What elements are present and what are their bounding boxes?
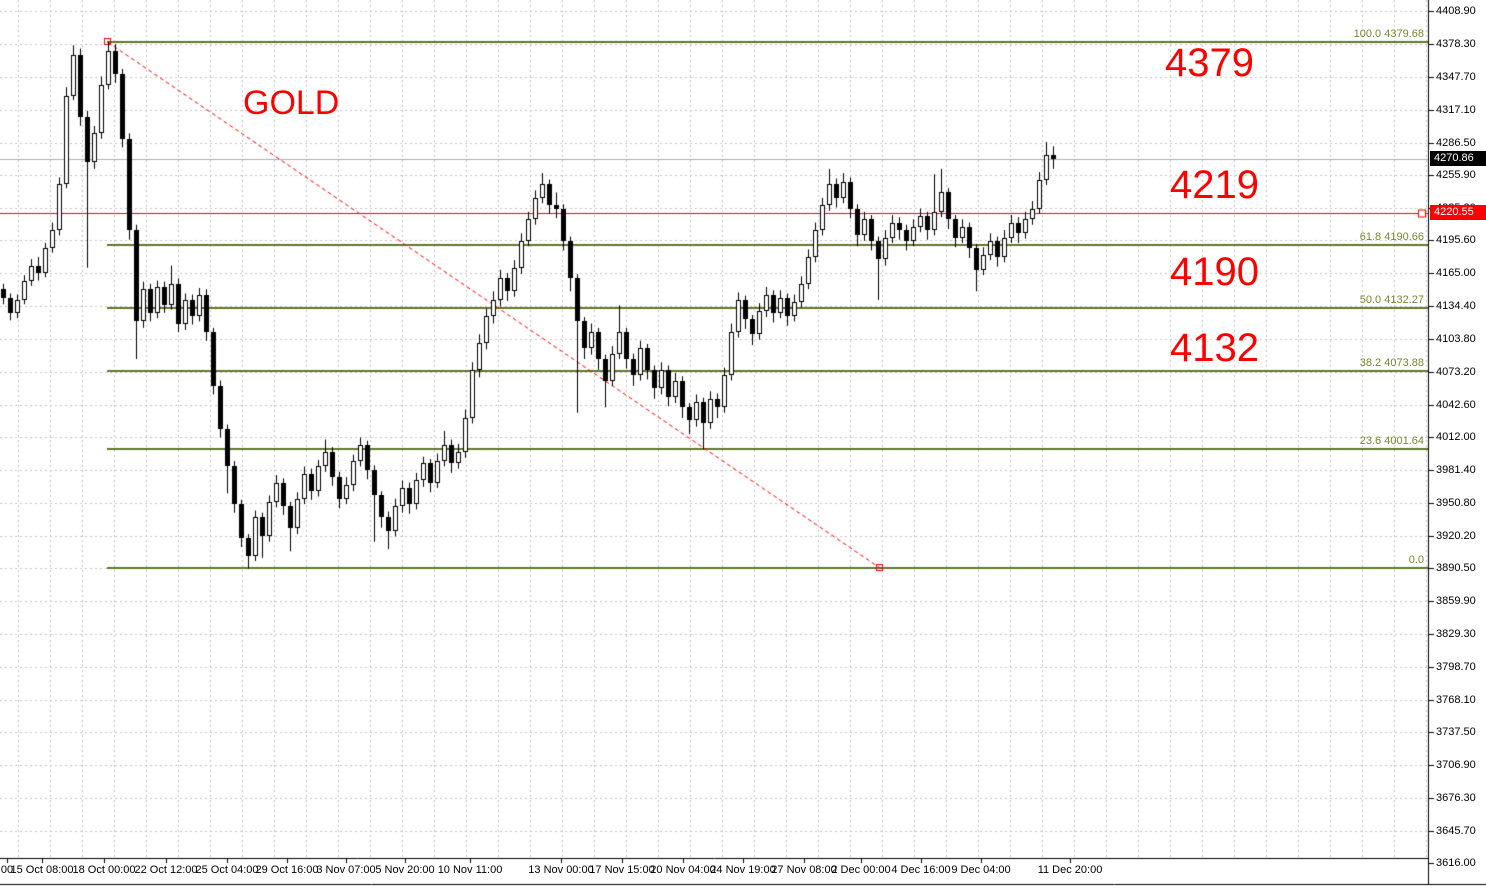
price-axis-label: 3737.50 <box>1436 726 1476 738</box>
time-axis-label: 4 Dec 16:00 <box>891 864 951 876</box>
fib-level-label: 0.0 <box>1408 554 1424 566</box>
price-axis-label: 3950.80 <box>1436 497 1476 509</box>
price-axis-label: 3676.30 <box>1436 792 1476 804</box>
time-axis-label: 5 Nov 20:00 <box>375 864 435 876</box>
time-axis-label: 22 Oct 12:00 <box>134 864 198 876</box>
price-axis-label: 4286.50 <box>1436 137 1476 149</box>
price-axis-label: 3890.50 <box>1436 562 1476 574</box>
price-axis-label: 4134.40 <box>1436 300 1476 312</box>
annotation-level-4190: 4190 <box>1170 250 1259 294</box>
price-axis-label: 3981.40 <box>1436 464 1476 476</box>
price-axis-label: 3768.10 <box>1436 694 1476 706</box>
price-axis-label: 4195.60 <box>1436 234 1476 246</box>
time-axis-label: 2 Dec 00:00 <box>831 864 891 876</box>
price-axis-label: 4378.30 <box>1436 38 1476 50</box>
time-axis-label: 00 <box>0 864 14 876</box>
fib-level-label: 100.0 4379.68 <box>1353 28 1424 40</box>
annotation-level-4132: 4132 <box>1170 326 1259 370</box>
price-axis-label: 3645.70 <box>1436 825 1476 837</box>
annotation-symbol-gold: GOLD <box>243 84 340 122</box>
price-axis-label: 3798.70 <box>1436 661 1476 673</box>
price-axis-label: 4042.60 <box>1436 399 1476 411</box>
time-axis-label: 29 Oct 16:00 <box>255 864 319 876</box>
time-axis-label: 24 Nov 19:00 <box>710 864 776 876</box>
annotation-level-4219: 4219 <box>1170 163 1259 207</box>
time-axis-label: 15 Oct 08:00 <box>10 864 74 876</box>
fib-level-label: 38.2 4073.88 <box>1359 357 1424 369</box>
time-axis-label: 3 Nov 07:00 <box>316 864 376 876</box>
fib-level-label: 23.6 4001.64 <box>1359 435 1424 447</box>
time-axis-label: 10 Nov 11:00 <box>437 864 503 876</box>
time-axis-label: 17 Nov 15:00 <box>589 864 655 876</box>
time-axis-label: 25 Oct 04:00 <box>195 864 259 876</box>
price-axis-label: 4012.00 <box>1436 431 1476 443</box>
price-axis-label: 4347.70 <box>1436 71 1476 83</box>
price-axis-label: 4317.10 <box>1436 104 1476 116</box>
price-axis-label: 3616.00 <box>1436 857 1476 869</box>
price-axis-label: 4165.00 <box>1436 267 1476 279</box>
hline-price-badge: 4220.55 <box>1430 205 1486 220</box>
price-axis-label: 4408.90 <box>1436 5 1476 17</box>
fib-level-label: 61.8 4190.66 <box>1359 231 1424 243</box>
price-axis-label: 3920.20 <box>1436 530 1476 542</box>
price-axis-label: 4073.20 <box>1436 366 1476 378</box>
time-axis-label: 20 Nov 04:00 <box>650 864 716 876</box>
time-axis-label: 13 Nov 00:00 <box>528 864 594 876</box>
price-axis-label: 3859.90 <box>1436 595 1476 607</box>
fib-level-label: 50.0 4132.27 <box>1359 294 1424 306</box>
price-axis-label: 3706.90 <box>1436 759 1476 771</box>
time-axis-label: 9 Dec 04:00 <box>951 864 1011 876</box>
time-axis-label: 27 Nov 08:00 <box>771 864 837 876</box>
price-axis-label: 3829.30 <box>1436 628 1476 640</box>
price-axis-label: 4103.80 <box>1436 333 1476 345</box>
price-axis-label: 4255.90 <box>1436 169 1476 181</box>
current-price-badge: 4270.86 <box>1430 151 1486 166</box>
time-axis-label: 11 Dec 20:00 <box>1037 864 1103 876</box>
annotation-level-4379: 4379 <box>1165 41 1254 85</box>
time-axis-label: 18 Oct 00:00 <box>72 864 136 876</box>
